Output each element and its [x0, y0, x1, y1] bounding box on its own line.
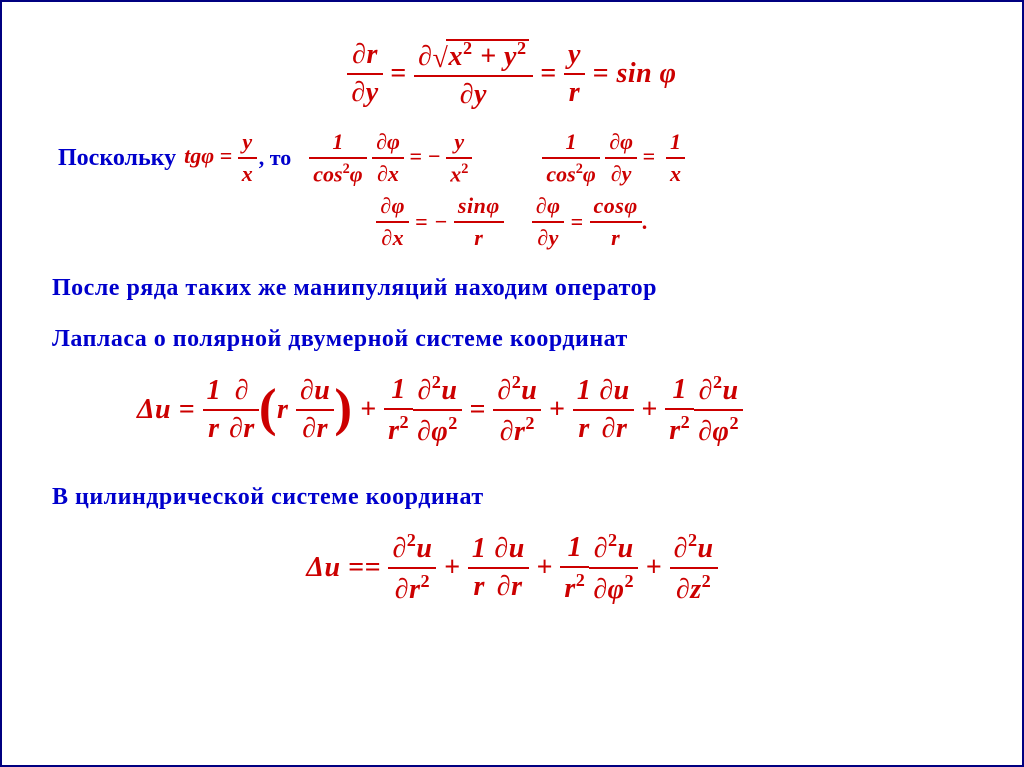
- text-after-manipulations-1: После ряда таких же манипуляций находим …: [52, 269, 972, 307]
- equation-laplace-polar: Δu = 1r ∂∂r ( r ∂u∂r ) + 1r2 ∂2u∂φ2 = ∂2…: [52, 372, 972, 448]
- text-since: Поскольку: [58, 145, 176, 172]
- eq-tan-phi: tgφ = yx: [184, 129, 257, 187]
- equation-dphi-dx-dy: ∂φ∂x = − sinφr ∂φ∂y = cosφr .: [52, 193, 972, 251]
- eq-dphi-dy-cos: 1cos2φ ∂φ∂y = 1x: [542, 129, 685, 188]
- text-after-manipulations-2: Лапласа о полярной двумерной системе коо…: [52, 320, 972, 358]
- slide-frame: ∂r∂y = ∂x2 + y2 ∂y = yr = sin φ Поскольк…: [0, 0, 1024, 767]
- eq-dphi-dx-cos: 1cos2φ ∂φ∂x = − yx2: [309, 129, 472, 188]
- line-since-tan: Поскольку tgφ = yx , то 1cos2φ ∂φ∂x = − …: [58, 129, 972, 188]
- equation-laplace-cylindrical: Δu == ∂2u∂r2 + 1r ∂u∂r + 1r2 ∂2u∂φ2 + ∂2…: [52, 530, 972, 606]
- equation-dr-dy: ∂r∂y = ∂x2 + y2 ∂y = yr = sin φ: [52, 38, 972, 111]
- text-cylindrical: В цилиндрической системе координат: [52, 478, 972, 516]
